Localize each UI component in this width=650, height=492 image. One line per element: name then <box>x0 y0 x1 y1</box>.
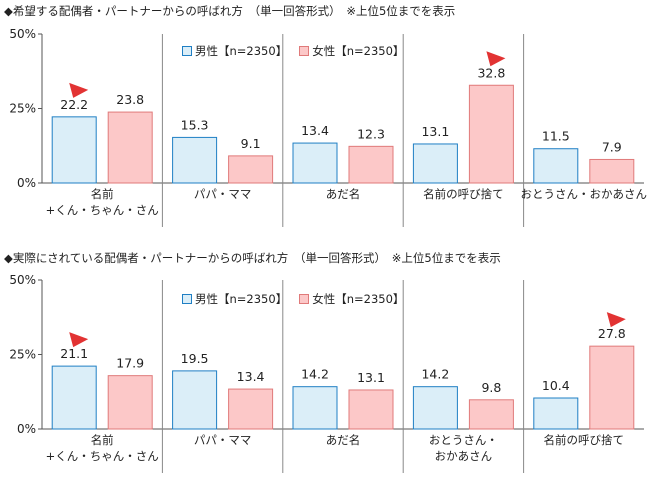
bar-female <box>348 145 394 184</box>
category-label: あだ名 <box>326 433 361 447</box>
bar-female <box>228 388 274 430</box>
chart-plot: 0% 25% 50% 22.2 23.8 名前 +くん・ちゃん・さん 15.3 9.1 パパ・ママ… <box>9 27 648 227</box>
highlight-marker-icon <box>486 51 506 67</box>
bar-male <box>412 143 458 184</box>
chart-title: ◆実際にされている配偶者・パートナーからの呼ばれ方 （単一回答形式） ※上位5位… <box>4 251 501 265</box>
chart-title: ◆希望する配偶者・パートナーからの呼ばれ方 （単一回答形式） ※上位5位までを表… <box>4 4 456 18</box>
legend-item-male: 男性【n=2350】 <box>182 43 287 59</box>
bar-male <box>51 116 97 184</box>
category-label: パパ・ママ <box>194 187 252 201</box>
legend-label-female: 女性【n=2350】 <box>312 292 405 306</box>
y-tick-label: 50% <box>9 27 36 41</box>
data-label: 13.1 <box>421 124 449 139</box>
bar-female <box>228 155 274 184</box>
y-tick-label: 0% <box>17 422 36 436</box>
bar-male <box>533 397 579 430</box>
highlight-marker-icon <box>69 332 89 348</box>
y-tick-label: 0% <box>17 176 36 190</box>
data-label: 21.1 <box>60 346 88 361</box>
bar-female <box>348 389 394 430</box>
data-label: 23.8 <box>116 92 144 107</box>
data-label: 19.5 <box>181 351 209 366</box>
category-label: 名前の呼び捨て <box>423 187 504 201</box>
bar-male <box>412 386 458 430</box>
legend-item-female: 女性【n=2350】 <box>299 291 404 307</box>
data-label: 13.4 <box>301 123 329 138</box>
category-label: +くん・ちゃん・さん <box>46 449 159 463</box>
bar-female <box>468 399 514 430</box>
data-label: 14.2 <box>421 367 449 382</box>
data-label: 13.4 <box>237 369 265 384</box>
legend-swatch-female <box>299 294 310 304</box>
category-label: おかあさん <box>435 449 493 463</box>
bar-female <box>589 158 635 184</box>
bar-female <box>107 111 153 184</box>
bar-male <box>51 365 97 430</box>
y-tick-label: 50% <box>9 273 36 287</box>
category-label: あだ名 <box>326 187 361 201</box>
legend-swatch-male <box>182 46 192 56</box>
data-label: 9.1 <box>241 136 261 151</box>
data-label: 10.4 <box>542 378 570 393</box>
bar-female <box>468 84 514 184</box>
legend-item-female: 女性【n=2350】 <box>299 43 404 59</box>
highlight-marker-icon <box>69 82 89 98</box>
chart-legend: 男性【n=2350】 女性【n=2350】 <box>182 43 416 59</box>
category-label: 名前 <box>91 433 114 447</box>
legend-label-male: 男性【n=2350】 <box>195 292 288 306</box>
legend-label-female: 女性【n=2350】 <box>312 44 405 58</box>
category-label: +くん・ちゃん・さん <box>46 203 159 217</box>
data-label: 7.9 <box>602 139 622 154</box>
chart-plot: 0% 25% 50% 21.1 17.9 名前 +くん・ちゃん・さん 19.5 13.4 パパ・マ… <box>9 273 644 473</box>
legend-label-male: 男性【n=2350】 <box>195 44 288 58</box>
bar-male <box>533 148 579 184</box>
chart-2: ◆実際にされている配偶者・パートナーからの呼ばれ方 （単一回答形式） ※上位5位… <box>0 246 650 492</box>
data-label: 11.5 <box>542 129 570 144</box>
category-label: 名前の呼び捨て <box>544 433 625 447</box>
legend-swatch-male <box>182 294 192 304</box>
highlight-marker-icon <box>606 312 626 328</box>
bar-male <box>292 142 338 184</box>
data-label: 9.8 <box>481 380 501 395</box>
legend-item-male: 男性【n=2350】 <box>182 291 287 307</box>
category-label: おとうさん・おかあさん <box>521 187 648 201</box>
data-label: 14.2 <box>301 367 329 382</box>
legend-swatch-female <box>299 46 310 56</box>
category-label: 名前 <box>91 187 114 201</box>
category-label: おとうさん・ <box>429 433 498 447</box>
data-label: 13.1 <box>357 370 385 385</box>
data-label: 27.8 <box>598 326 626 341</box>
data-label: 12.3 <box>357 126 385 141</box>
y-tick-label: 25% <box>9 348 36 362</box>
chart-legend: 男性【n=2350】 女性【n=2350】 <box>182 291 416 307</box>
data-label: 32.8 <box>477 65 505 80</box>
data-label: 15.3 <box>181 117 209 132</box>
y-tick-label: 25% <box>9 102 36 116</box>
chart-1: ◆希望する配偶者・パートナーからの呼ばれ方 （単一回答形式） ※上位5位までを表… <box>4 4 648 227</box>
category-label: パパ・ママ <box>194 433 252 447</box>
data-label: 22.2 <box>60 97 88 112</box>
data-label: 17.9 <box>116 356 144 371</box>
bar-male <box>292 386 338 430</box>
bar-male <box>172 136 218 184</box>
bar-female <box>589 345 635 430</box>
bar-male <box>172 370 218 430</box>
bar-female <box>107 375 153 430</box>
